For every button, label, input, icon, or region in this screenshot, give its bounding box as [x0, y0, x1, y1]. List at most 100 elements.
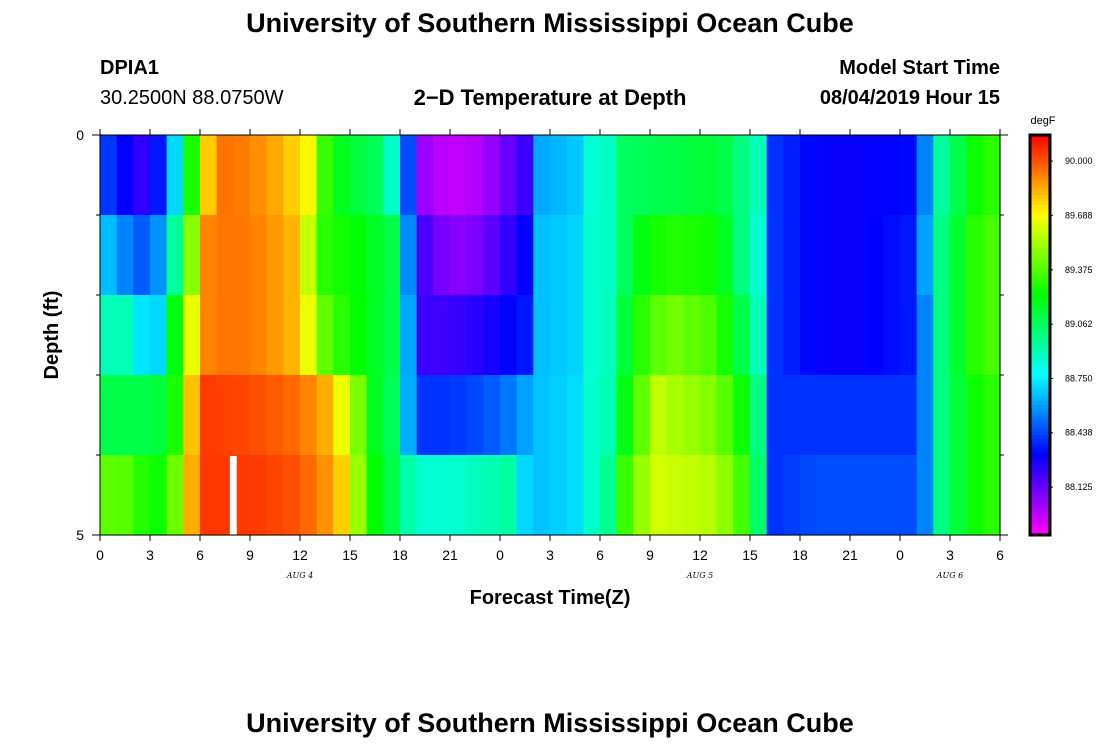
heatmap-cell [950, 215, 968, 296]
colorbar-segment [1030, 345, 1050, 349]
heatmap-cell [533, 295, 551, 376]
heatmap-cell [450, 295, 468, 376]
axes: 0 3 6 9 12 15 18 21 0 3 6 9 12 15 18 21 0 3 6 AUG 4 AUG 5 AUG… [76, 127, 1008, 580]
heatmap-cell [400, 455, 418, 536]
heatmap-cell [400, 295, 418, 376]
heatmap-cell [366, 135, 384, 216]
heatmap-cell [700, 215, 718, 296]
heatmap-cell [566, 375, 584, 456]
colorbar-segment [1030, 311, 1050, 316]
colorbar-segment [1030, 461, 1050, 466]
colorbar-segment [1030, 468, 1050, 473]
heatmap-cell [583, 215, 601, 296]
heatmap-cell [766, 135, 784, 216]
heatmap-cell [850, 455, 868, 536]
colorbar-segment [1030, 505, 1050, 509]
colorbar-segment [1030, 155, 1050, 159]
heatmap-cell [966, 375, 984, 456]
colorbar-segment [1030, 241, 1050, 246]
page-title-bottom: University of Southern Mississippi Ocean… [246, 708, 854, 738]
heatmap-cell [316, 135, 334, 216]
heatmap-cell [283, 215, 301, 296]
colorbar-segment [1030, 491, 1050, 496]
colorbar-segment [1030, 515, 1050, 519]
heatmap-cell [150, 455, 168, 536]
heatmap-cell [950, 455, 968, 536]
heatmap-cell [200, 375, 218, 456]
heatmap-cell [133, 215, 151, 296]
heatmap-cell [483, 455, 501, 536]
heatmap-cell [733, 455, 751, 536]
x-tick-label: 0 [496, 547, 504, 563]
heatmap-cell [983, 135, 1001, 216]
colorbar-segment [1030, 248, 1050, 253]
colorbar-frame [1028, 133, 1052, 537]
heatmap-cell [216, 375, 234, 456]
colorbar-label: 89.375 [1065, 265, 1093, 275]
colorbar-segment [1030, 158, 1050, 163]
colorbar-segment [1030, 365, 1050, 369]
heatmap-cell [483, 135, 501, 216]
heatmap-cell [166, 295, 184, 376]
colorbar-segment [1030, 458, 1050, 463]
colorbar-segment [1030, 221, 1050, 226]
heatmap-cell [116, 375, 134, 456]
heatmap-cell [983, 375, 1001, 456]
heatmap-cell [416, 135, 434, 216]
heatmap-cell [283, 375, 301, 456]
heatmap-cell [616, 135, 634, 216]
heatmap-cell [516, 295, 534, 376]
y-tick-label: 5 [76, 527, 84, 543]
heatmap-cell [966, 295, 984, 376]
x-tick-label: 12 [692, 547, 708, 563]
x-tick-label: 3 [946, 547, 954, 563]
heatmap-cell [933, 135, 951, 216]
heatmap-cell [833, 215, 851, 296]
colorbar-segment [1030, 455, 1050, 459]
heatmap-cell [750, 295, 768, 376]
heatmap-cell [750, 215, 768, 296]
heatmap-cell [183, 135, 201, 216]
heatmap-cell [550, 215, 568, 296]
x-tick-label: 9 [246, 547, 254, 563]
heatmap-cell [200, 455, 218, 536]
colorbar-segment [1030, 375, 1050, 379]
heatmap-cell [166, 455, 184, 536]
colorbar-segment [1030, 168, 1050, 173]
colorbar-segment [1030, 495, 1050, 499]
colorbar-segment [1030, 298, 1050, 303]
heatmap-cell [250, 455, 268, 536]
heatmap-cell [866, 295, 884, 376]
heatmap-cell [166, 375, 184, 456]
colorbar-segment [1030, 518, 1050, 523]
heatmap-cell [733, 135, 751, 216]
heatmap-cell [600, 215, 618, 296]
heatmap-cell [816, 215, 834, 296]
heatmap-cell [116, 215, 134, 296]
heatmap-cell [733, 215, 751, 296]
colorbar-segment [1030, 211, 1050, 216]
x-tick-label: 21 [442, 547, 458, 563]
heatmap-cell [400, 215, 418, 296]
heatmap-cell [383, 135, 401, 216]
heatmap-cell [766, 215, 784, 296]
colorbar-segment [1030, 228, 1050, 233]
colorbar-segment [1030, 295, 1050, 299]
colorbar-segment [1030, 308, 1050, 313]
station-coordinates: 30.2500N 88.0750W [100, 87, 284, 109]
colorbar-segment [1030, 395, 1050, 399]
colorbar-segment [1030, 471, 1050, 476]
heatmap-cell [783, 455, 801, 536]
colorbar-segment [1030, 451, 1050, 456]
heatmap-cell [833, 375, 851, 456]
heatmap-cell [550, 135, 568, 216]
colorbar-segment [1030, 161, 1050, 166]
colorbar-segment [1030, 275, 1050, 279]
colorbar-segment [1030, 138, 1050, 143]
colorbar-segment [1030, 498, 1050, 503]
colorbar-segment [1030, 418, 1050, 423]
heatmap-cell [700, 455, 718, 536]
heatmap-cell [383, 295, 401, 376]
y-axis-title: Depth (ft) [41, 291, 63, 380]
colorbar-segment [1030, 405, 1050, 409]
